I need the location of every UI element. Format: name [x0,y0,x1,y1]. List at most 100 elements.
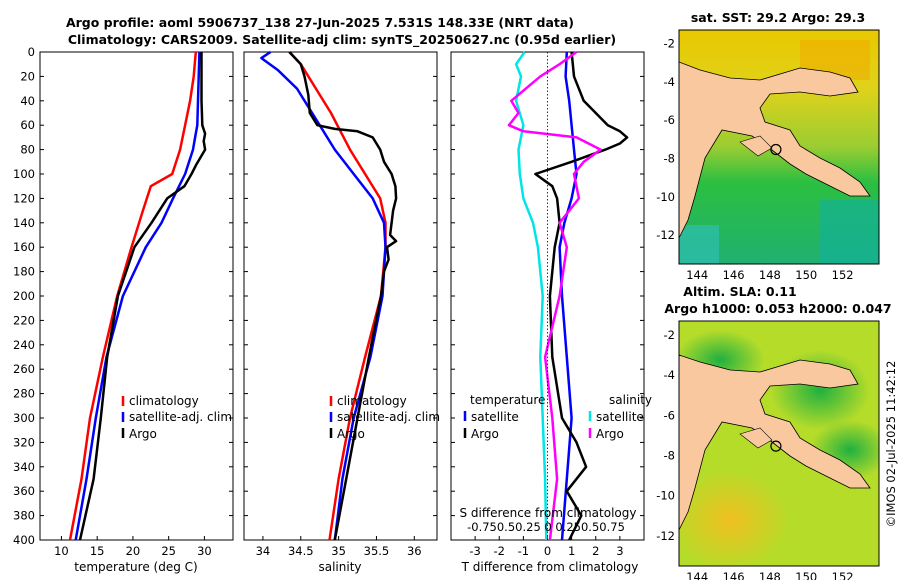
series-line-t-argo [534,51,629,541]
y-tick-label: 400 [13,533,35,547]
sla-high-anomaly [679,470,790,566]
x-tick-label: 20 [126,544,141,558]
y-tick-label: 320 [13,435,35,449]
y-tick-label: 60 [20,118,35,132]
legend-label-argo: Argo [129,427,157,441]
map-x-tick-label: 150 [795,570,817,580]
legend-title-salinity: salinity [609,393,652,407]
map-y-tick-label: -8 [664,152,675,166]
x-tick-label: 15 [90,544,105,558]
island-land [739,135,773,157]
map-x-tick-label: 152 [832,570,854,580]
legend-label-climatology: climatology [129,394,199,408]
series-line-climatology [68,51,198,541]
copyright-timestamp: ©IMOS 02-Jul-2025 11:42:12 [884,361,898,528]
sla-map-title1: Altim. SLA: 0.11 [683,284,796,299]
sla-low-anomaly [770,350,870,430]
argo-position-marker [770,440,782,452]
x-tick-label: 1 [568,544,575,558]
series-line-satellite-adj-clim [74,51,201,541]
legend-label-t-satellite: satellite [471,410,519,424]
x-tick-label: 35 [331,544,346,558]
y-tick-label: 20 [20,69,35,83]
series-line-s-argo [507,50,602,541]
map-y-tick-label: -4 [664,368,675,382]
difference-plot-frame [450,51,645,541]
legend-label-climatology: climatology [337,394,407,408]
sla-map-frame [678,320,880,567]
sla-map [679,321,879,566]
y-tick-label: 360 [13,484,35,498]
y-tick-label: 160 [13,240,35,254]
x-tick-label: -2 [494,544,505,558]
x-tick-label: 25 [161,544,176,558]
legend-label-s-argo: Argo [596,427,624,441]
map-x-tick-label: 144 [686,268,708,282]
sst-cyan-patch [679,225,719,264]
map-y-tick-label: -6 [664,113,675,127]
y-tick-label: 220 [13,313,35,327]
x-tick-label: 2 [592,544,599,558]
legend-title-temperature: temperature [470,393,545,407]
x-tick-label: 34 [256,544,271,558]
x-tick-label: 35.5 [364,544,390,558]
y-tick-label: 300 [13,411,35,425]
x-tick-label: 34.5 [288,544,314,558]
series-line-s-satellite [514,51,548,541]
y-tick-label: 180 [13,265,35,279]
series-line-argo [288,51,398,541]
x-tick-label: 0 [544,544,551,558]
y-tick-label: 260 [13,362,35,376]
map-y-tick-label: -12 [656,529,675,543]
legend-label-argo: Argo [337,427,365,441]
x-tick-label: -3 [469,544,480,558]
temperature-legend: climatology satellite-adj. clim Argo [121,394,232,441]
legend-label-satellite: satellite-adj. clim [337,410,440,424]
map-x-tick-label: 148 [759,268,781,282]
y-tick-label: 120 [13,191,35,205]
map-x-tick-label: 146 [723,268,745,282]
map-y-tick-label: -10 [656,190,675,204]
salinity-x-label: salinity [318,560,361,574]
salinity-legend: climatology satellite-adj. clim Argo [329,394,440,441]
difference-top-label: S difference from climatology [460,506,637,520]
series-line-climatology [288,51,387,541]
x-tick-label: -1 [518,544,529,558]
figure-title-line2: Climatology: CARS2009. Satellite-adj cli… [68,32,616,48]
sst-map-title: sat. SST: 29.2 Argo: 29.3 [691,10,865,25]
difference-legend: temperature salinity satellite Argo sate… [463,393,652,441]
difference-top-ticks: -0.750.50.25 0 0.250.50.75 [467,520,625,534]
map-x-tick-label: 146 [723,570,745,580]
new-guinea-land [679,354,871,531]
data-series [68,50,629,541]
map-y-tick-label: -2 [664,36,675,50]
map-x-tick-label: 152 [832,268,854,282]
x-tick-label: 30 [197,544,212,558]
x-tick-label: 36 [407,544,422,558]
map-x-tick-label: 150 [795,268,817,282]
difference-x-label: T difference from climatology [461,560,639,574]
y-tick-label: 340 [13,460,35,474]
series-line-argo [78,52,207,541]
map-y-tick-label: -2 [664,328,675,342]
map-y-tick-label: -4 [664,75,675,89]
figure-title-line1: Argo profile: aoml 5906737_138 27-Jun-20… [66,15,574,31]
temperature-plot-frame [39,51,234,541]
map-y-tick-label: -12 [656,228,675,242]
new-guinea-land [679,61,871,239]
y-tick-label: 200 [13,289,35,303]
sla-map-title2: Argo h1000: 0.053 h2000: 0.047 [664,301,891,316]
y-tick-label: 280 [13,387,35,401]
legend-label-satellite: satellite-adj. clim [129,410,232,424]
map-x-tick-label: 144 [686,570,708,580]
x-tick-label: 3 [616,544,623,558]
sst-map-frame [678,29,880,265]
y-tick-label: 80 [20,143,35,157]
x-tick-label: 10 [54,544,69,558]
sst-map [679,30,879,264]
y-tick-label: 140 [13,216,35,230]
sst-cool-patch [820,200,879,264]
temperature-x-label: temperature (deg C) [74,560,197,574]
argo-position-marker [770,143,782,156]
